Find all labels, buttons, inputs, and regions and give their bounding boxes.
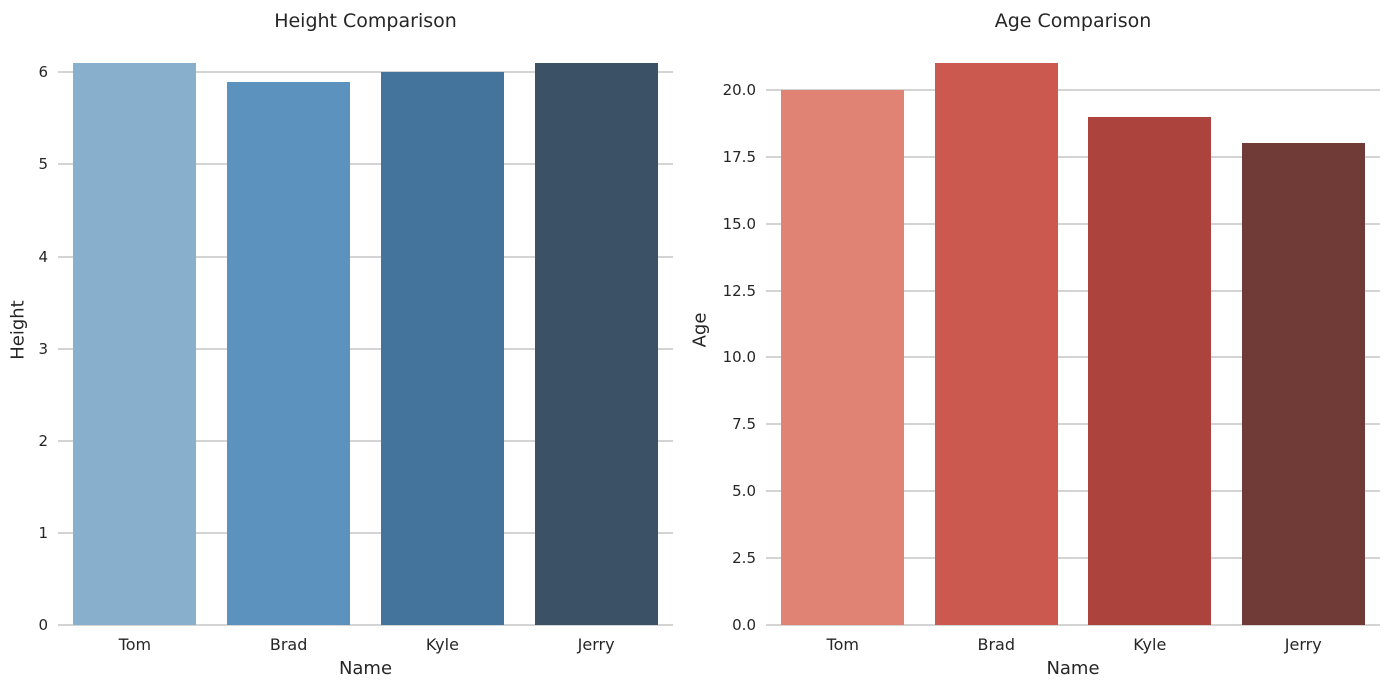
- gridline: [766, 222, 1380, 225]
- age-chart-title: Age Comparison: [994, 10, 1152, 32]
- y-tick-label: 0.0: [732, 616, 756, 634]
- y-tick-label: 17.5: [722, 147, 756, 166]
- y-tick-label: 4: [38, 247, 48, 266]
- gridline: [58, 439, 673, 442]
- gridline: [766, 423, 1380, 426]
- x-tick-label: Tom: [118, 635, 152, 654]
- x-tick-label: Jerry: [1284, 635, 1322, 654]
- gridline: [766, 155, 1380, 158]
- y-tick-label: 5: [38, 155, 48, 174]
- gridline: [766, 490, 1380, 493]
- gridline: [58, 255, 673, 258]
- x-tick-label: Kyle: [425, 635, 459, 654]
- bar-jerry-height: [534, 63, 658, 625]
- y-tick-label: 10.0: [722, 348, 756, 367]
- x-tick-label: Tom: [826, 635, 859, 654]
- gridline: [58, 531, 673, 534]
- bar-brad-age: [934, 63, 1058, 625]
- gridline: [58, 347, 673, 350]
- y-tick-label: 3: [38, 339, 48, 358]
- y-tick-label: 20.0: [722, 80, 756, 99]
- x-tick-label: Brad: [269, 635, 308, 654]
- gridline: [766, 289, 1380, 292]
- y-tick-label: 1: [38, 523, 48, 542]
- bar-jerry-age: [1241, 143, 1365, 625]
- age-x-axis-label: Name: [1046, 658, 1100, 679]
- y-tick-label: 7.5: [732, 415, 756, 434]
- y-tick-label: 0: [38, 616, 48, 634]
- y-tick-label: 2: [38, 431, 48, 450]
- bar-brad-height: [227, 81, 351, 625]
- y-tick-label: 15.0: [722, 214, 756, 233]
- x-tick-label: Jerry: [577, 635, 615, 654]
- bar-kyle-height: [380, 72, 504, 625]
- height-x-axis-label: Name: [338, 658, 393, 679]
- y-tick-label: 2.5: [732, 549, 756, 568]
- gridline: [766, 356, 1380, 359]
- x-tick-label: Brad: [977, 635, 1015, 654]
- bar-kyle-age: [1088, 116, 1212, 625]
- y-tick-label: 5.0: [732, 482, 756, 501]
- y-tick-label: 6: [38, 63, 48, 82]
- gridline: [766, 557, 1380, 560]
- height-chart-title: Height Comparison: [274, 10, 457, 32]
- y-tick-label: 12.5: [722, 281, 756, 300]
- age-y-axis-label: Age: [689, 312, 711, 348]
- x-tick-label: Kyle: [1133, 635, 1167, 654]
- gridline: [58, 71, 673, 74]
- bar-tom-age: [781, 89, 905, 625]
- gridline: [58, 624, 673, 626]
- gridline: [58, 163, 673, 166]
- bar-tom-height: [73, 63, 197, 625]
- gridline: [766, 88, 1380, 91]
- gridline: [766, 624, 1380, 626]
